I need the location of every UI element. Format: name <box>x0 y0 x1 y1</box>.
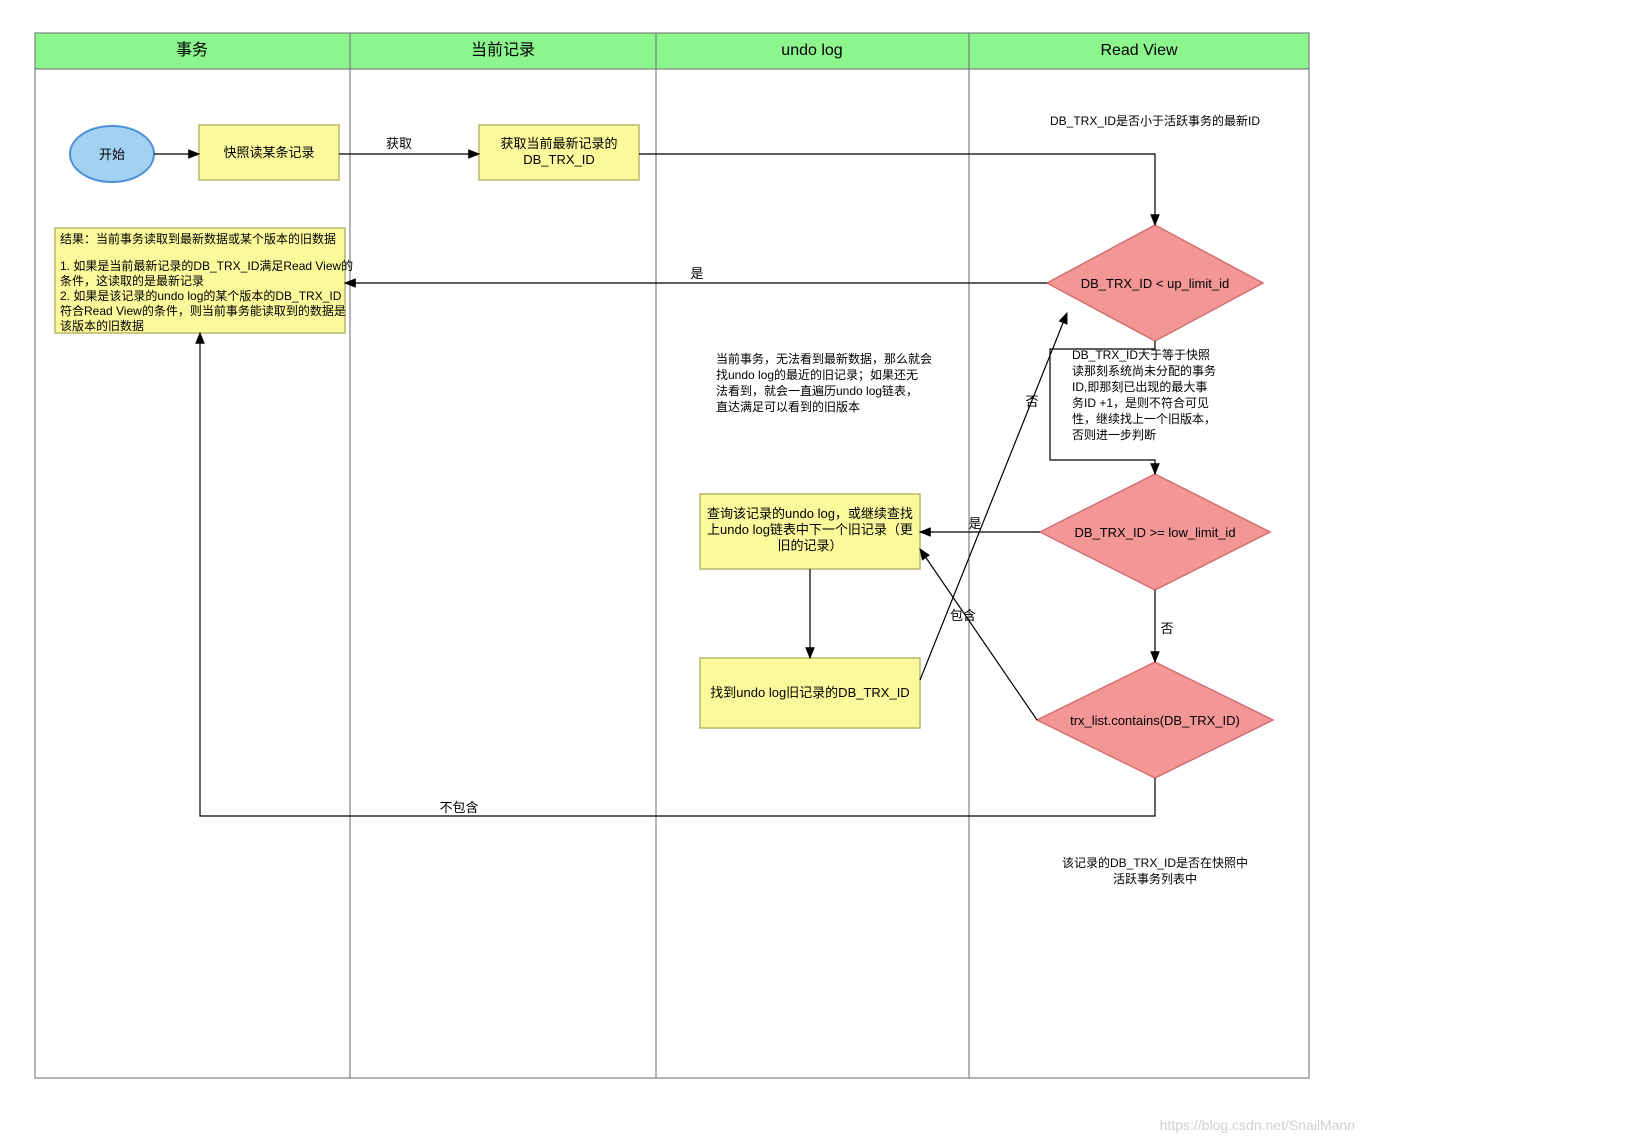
svg-text:务ID +1，是则不符合可见: 务ID +1，是则不符合可见 <box>1072 395 1209 410</box>
process-snapshot-read: 快照读某条记录 <box>199 125 339 180</box>
svg-text:结果：当前事务读取到最新数据或某个版本的旧数据: 结果：当前事务读取到最新数据或某个版本的旧数据 <box>60 231 336 246</box>
process-found-undo: 找到undo log旧记录的DB_TRX_ID <box>700 658 920 728</box>
swimlane-headers: 事务 当前记录 undo log Read View <box>35 33 1309 69</box>
start-node: 开始 <box>70 126 154 182</box>
svg-text:获取当前最新记录的: 获取当前最新记录的 <box>500 136 617 151</box>
edge-label-no-d2: 否 <box>1160 621 1173 636</box>
edge-label-yes-d1: 是 <box>690 266 703 281</box>
svg-text:法看到，就会一直遍历undo log链表，: 法看到，就会一直遍历undo log链表， <box>716 383 918 398</box>
svg-text:性，继续找上一个旧版本，: 性，继续找上一个旧版本， <box>1072 412 1216 426</box>
svg-text:直达满足可以看到的旧版本: 直达满足可以看到的旧版本 <box>716 399 860 414</box>
process-get-trx-id: 获取当前最新记录的 DB_TRX_ID <box>479 125 639 180</box>
svg-text:否则进一步判断: 否则进一步判断 <box>1072 427 1156 442</box>
svg-text:符合Read View的条件，则当前事务能读取到的数据是: 符合Read View的条件，则当前事务能读取到的数据是 <box>60 303 346 318</box>
edge-label-not-include: 不包含 <box>439 800 478 815</box>
svg-text:找到undo log旧记录的DB_TRX_ID: 找到undo log旧记录的DB_TRX_ID <box>710 685 909 700</box>
svg-text:2. 如果是该记录的undo log的某个版本的DB_TRX: 2. 如果是该记录的undo log的某个版本的DB_TRX_ID <box>60 288 342 303</box>
svg-text:活跃事务列表中: 活跃事务列表中 <box>1113 871 1197 886</box>
svg-text:开始: 开始 <box>99 147 125 162</box>
svg-text:trx_list.contains(DB_TRX_ID): trx_list.contains(DB_TRX_ID) <box>1070 713 1240 728</box>
svg-text:旧的记录）: 旧的记录） <box>777 538 842 553</box>
edge-label-yes-d2: 是 <box>968 516 981 531</box>
svg-text:查询该记录的undo log，或继续查找: 查询该记录的undo log，或继续查找 <box>707 506 913 521</box>
svg-text:当前事务，无法看到最新数据，那么就会: 当前事务，无法看到最新数据，那么就会 <box>716 351 932 366</box>
lane-title-4: Read View <box>1100 42 1178 59</box>
svg-text:1. 如果是当前最新记录的DB_TRX_ID满足Read V: 1. 如果是当前最新记录的DB_TRX_ID满足Read View的 <box>60 258 353 273</box>
flowchart-canvas: 事务 当前记录 undo log Read View 开始 快照读某条记录 获取… <box>0 0 1647 1141</box>
result-box: 结果：当前事务读取到最新数据或某个版本的旧数据 1. 如果是当前最新记录的DB_… <box>55 228 353 333</box>
svg-text:找undo log的最近的旧记录；如果还无: 找undo log的最近的旧记录；如果还无 <box>716 367 918 382</box>
process-query-undo: 查询该记录的undo log，或继续查找 上undo log链表中下一个旧记录（… <box>700 494 920 569</box>
svg-text:条件，这读取的是最新记录: 条件，这读取的是最新记录 <box>60 273 204 288</box>
svg-text:ID,即那刻已出现的最大事: ID,即那刻已出现的最大事 <box>1072 379 1207 394</box>
watermark: https://blog.csdn.net/SnailMann <box>1160 1117 1355 1133</box>
svg-text:读那刻系统尚未分配的事务: 读那刻系统尚未分配的事务 <box>1072 363 1216 378</box>
svg-text:该版本的旧数据: 该版本的旧数据 <box>60 318 144 333</box>
svg-text:DB_TRX_ID: DB_TRX_ID <box>523 152 595 167</box>
annotation-top-right: DB_TRX_ID是否小于活跃事务的最新ID <box>1050 113 1260 128</box>
svg-text:该记录的DB_TRX_ID是否在快照中: 该记录的DB_TRX_ID是否在快照中 <box>1062 855 1248 870</box>
svg-text:DB_TRX_ID < up_limit_id: DB_TRX_ID < up_limit_id <box>1081 276 1229 291</box>
lane-title-2: 当前记录 <box>471 41 535 59</box>
svg-text:DB_TRX_ID >= low_limit_id: DB_TRX_ID >= low_limit_id <box>1074 525 1235 540</box>
swimlane-bodies <box>35 69 1309 1078</box>
edge-label-get: 获取 <box>386 136 412 151</box>
svg-text:上undo log链表中下一个旧记录（更: 上undo log链表中下一个旧记录（更 <box>707 522 913 537</box>
lane-title-3: undo log <box>781 42 842 59</box>
edge-label-include: 包含 <box>950 608 976 623</box>
svg-text:快照读某条记录: 快照读某条记录 <box>223 145 314 160</box>
lane-title-1: 事务 <box>176 41 208 59</box>
svg-text:DB_TRX_ID大于等于快照: DB_TRX_ID大于等于快照 <box>1072 348 1210 362</box>
